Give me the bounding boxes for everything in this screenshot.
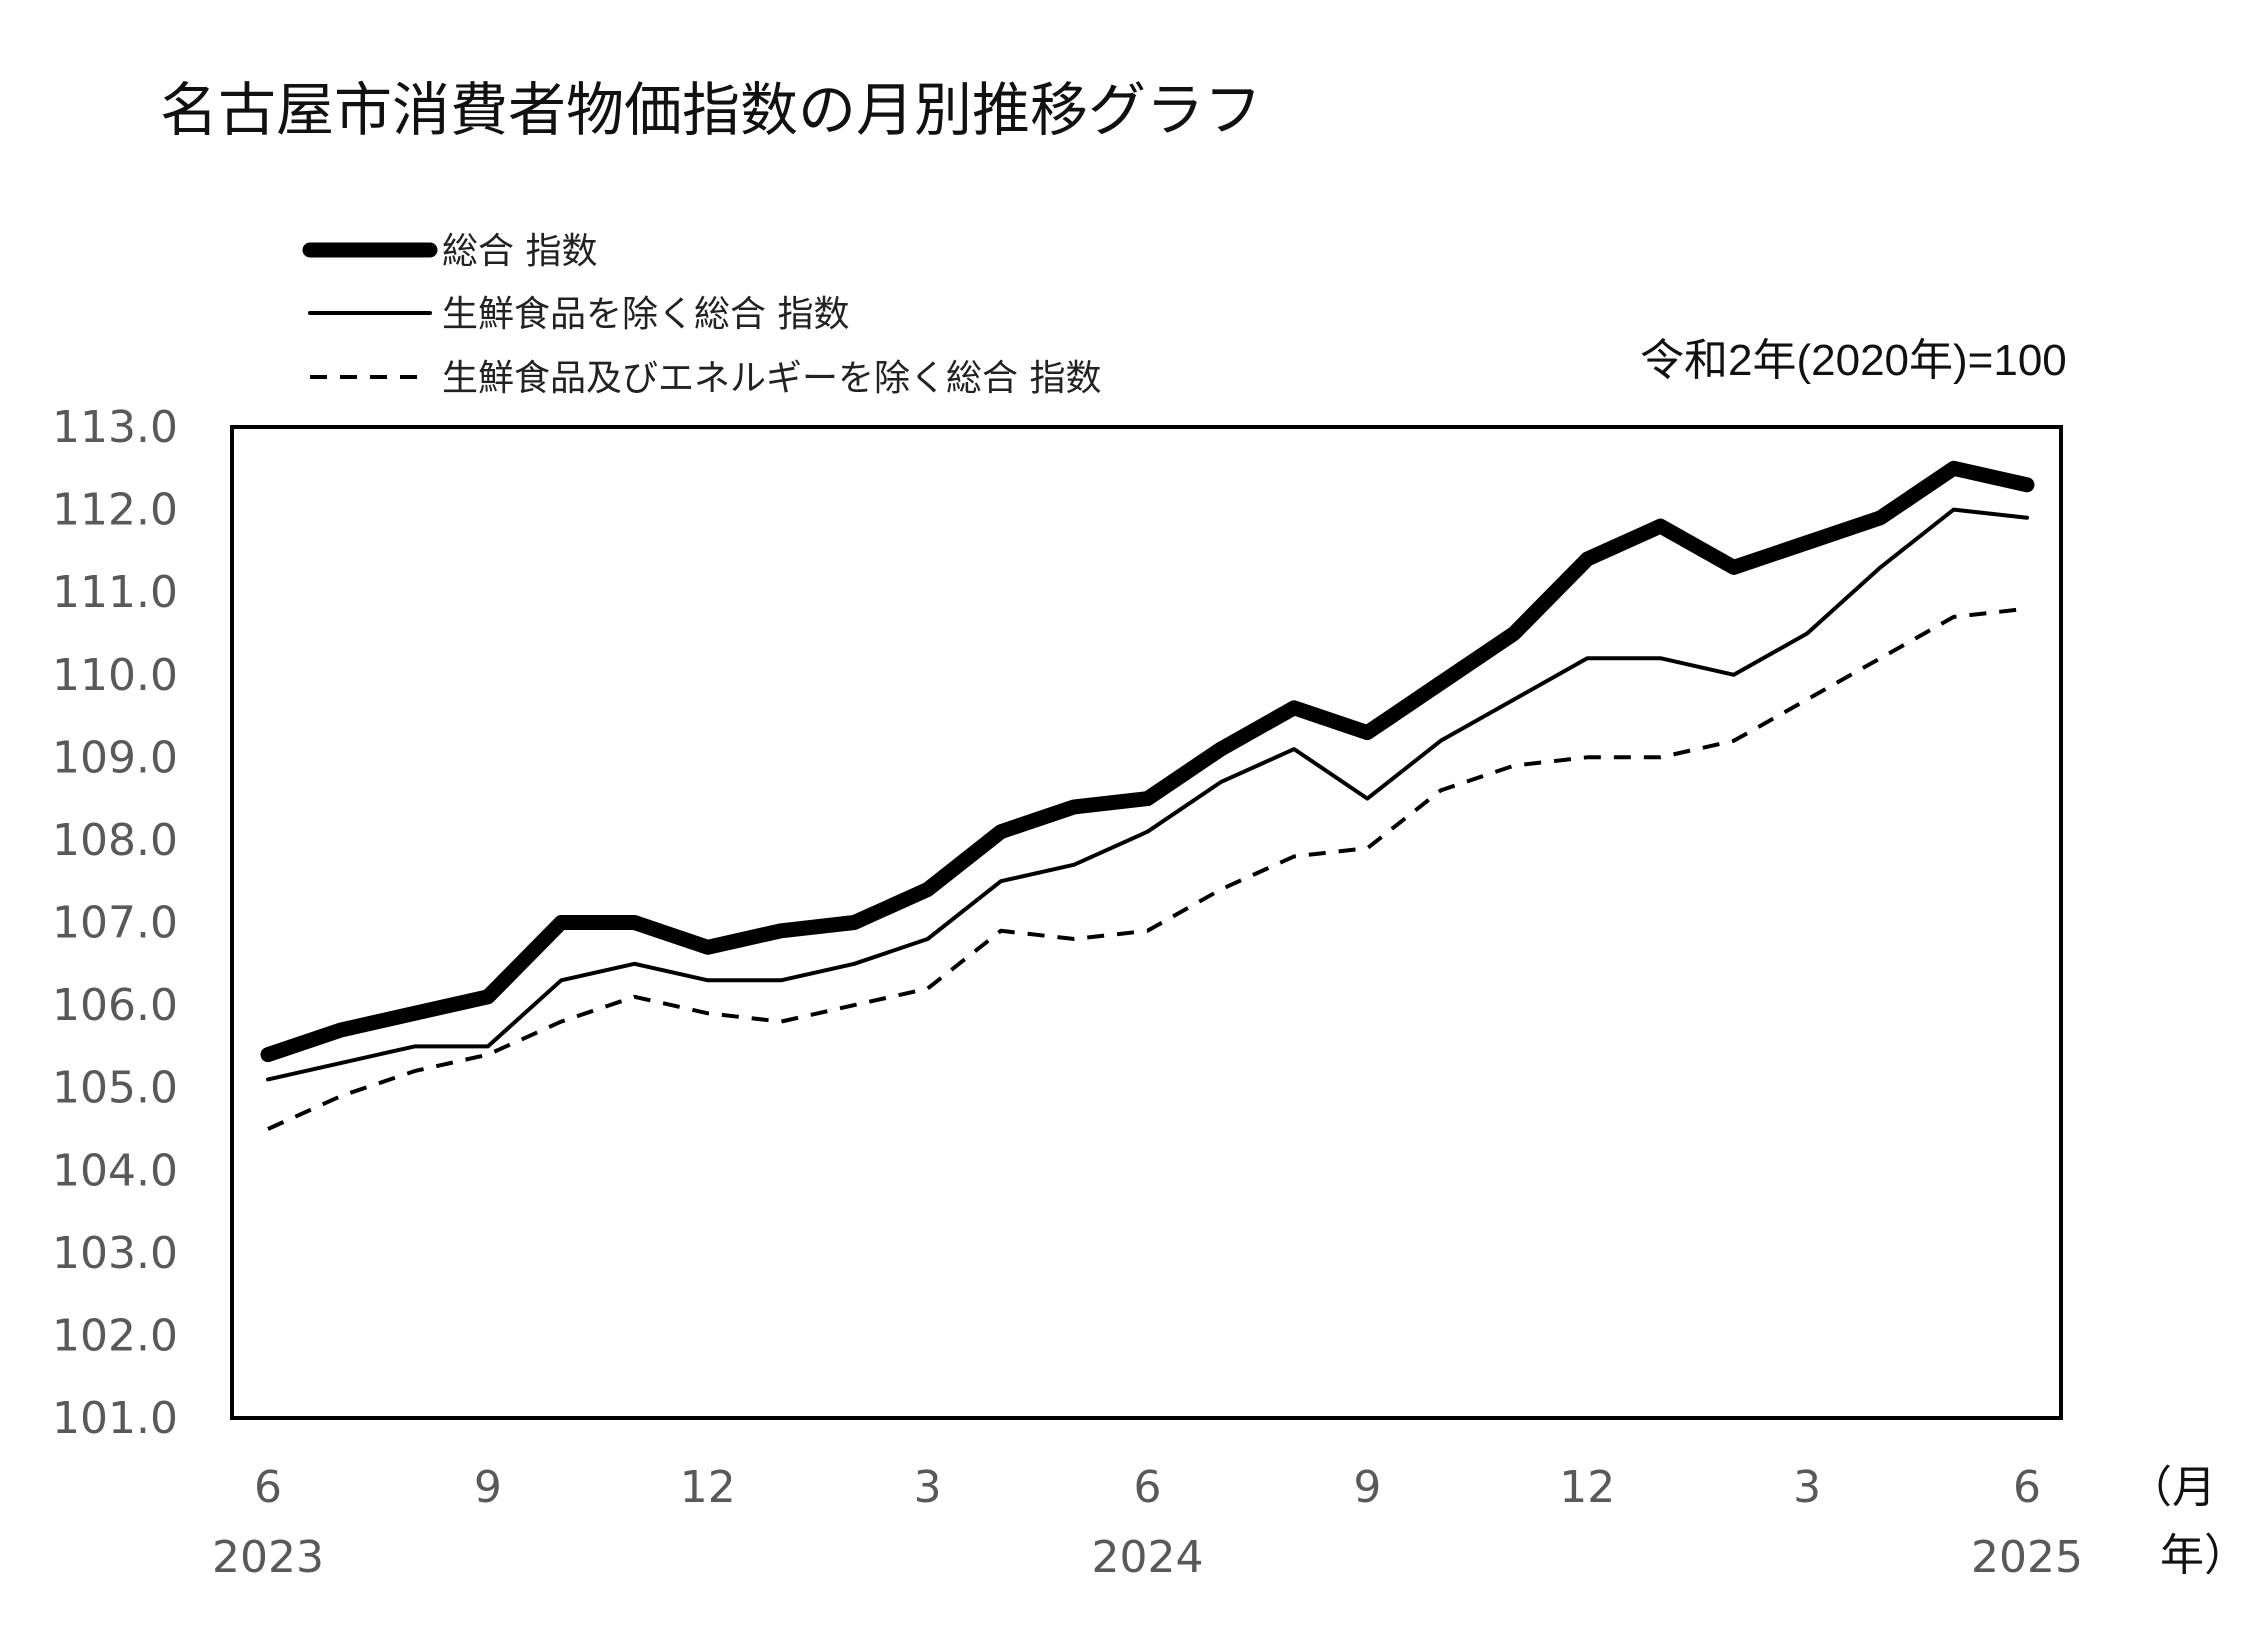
y-tick-label: 109.0 (52, 732, 178, 783)
legend-label: 総合 指数 (442, 231, 597, 272)
x-tick-month-label: 6 (2013, 1462, 2041, 1513)
y-tick-label: 103.0 (52, 1228, 178, 1279)
y-tick-label: 110.0 (52, 650, 178, 701)
y-tick-label: 105.0 (52, 1063, 178, 1114)
x-tick-month-label: 6 (1134, 1462, 1162, 1513)
y-tick-label: 113.0 (52, 402, 178, 453)
series-line-3 (267, 606, 2028, 1131)
series-line-1 (260, 460, 2035, 1063)
x-axis: 6 9 12 3 6 9 12 3 6 2023 2024 2025 (212, 1462, 2083, 1583)
y-tick-label: 101.0 (52, 1393, 178, 1444)
y-tick-label: 102.0 (52, 1310, 178, 1361)
plot-area-frame (230, 425, 2063, 1420)
series-line-2 (266, 507, 2029, 1082)
y-tick-label: 111.0 (52, 567, 178, 618)
y-tick-label: 112.0 (52, 485, 178, 536)
chart-title: 名古屋市消費者物価指数の月別推移グラフ (160, 76, 1262, 144)
y-axis: 113.0 112.0 111.0 110.0 109.0 108.0 107.0 106.0… (52, 402, 178, 1444)
x-tick-month-label: 12 (680, 1462, 736, 1513)
x-tick-month-label: 9 (474, 1462, 502, 1513)
y-tick-label: 107.0 (52, 898, 178, 949)
x-tick-year-label: 2023 (212, 1532, 324, 1583)
series-lines (260, 460, 2035, 1131)
base-note: 令和2年(2020年)=100 (1640, 336, 2067, 385)
y-tick-label: 108.0 (52, 815, 178, 866)
y-tick-label: 104.0 (52, 1145, 178, 1196)
x-tick-year-label: 2025 (1971, 1532, 2083, 1583)
year-unit-label: 年） (2160, 1530, 2248, 1581)
month-unit-label: （月 (2128, 1462, 2216, 1513)
x-tick-month-label: 9 (1353, 1462, 1381, 1513)
x-tick-year-label: 2024 (1092, 1532, 1204, 1583)
legend-label: 生鮮食品及びエネルギーを除く総合 指数 (442, 358, 1101, 399)
legend-label: 生鮮食品を除く総合 指数 (442, 294, 849, 335)
y-tick-label: 106.0 (52, 980, 178, 1031)
x-tick-month-label: 3 (1793, 1462, 1821, 1513)
x-tick-month-label: 12 (1559, 1462, 1615, 1513)
x-tick-month-label: 6 (254, 1462, 282, 1513)
x-tick-month-label: 3 (914, 1462, 942, 1513)
